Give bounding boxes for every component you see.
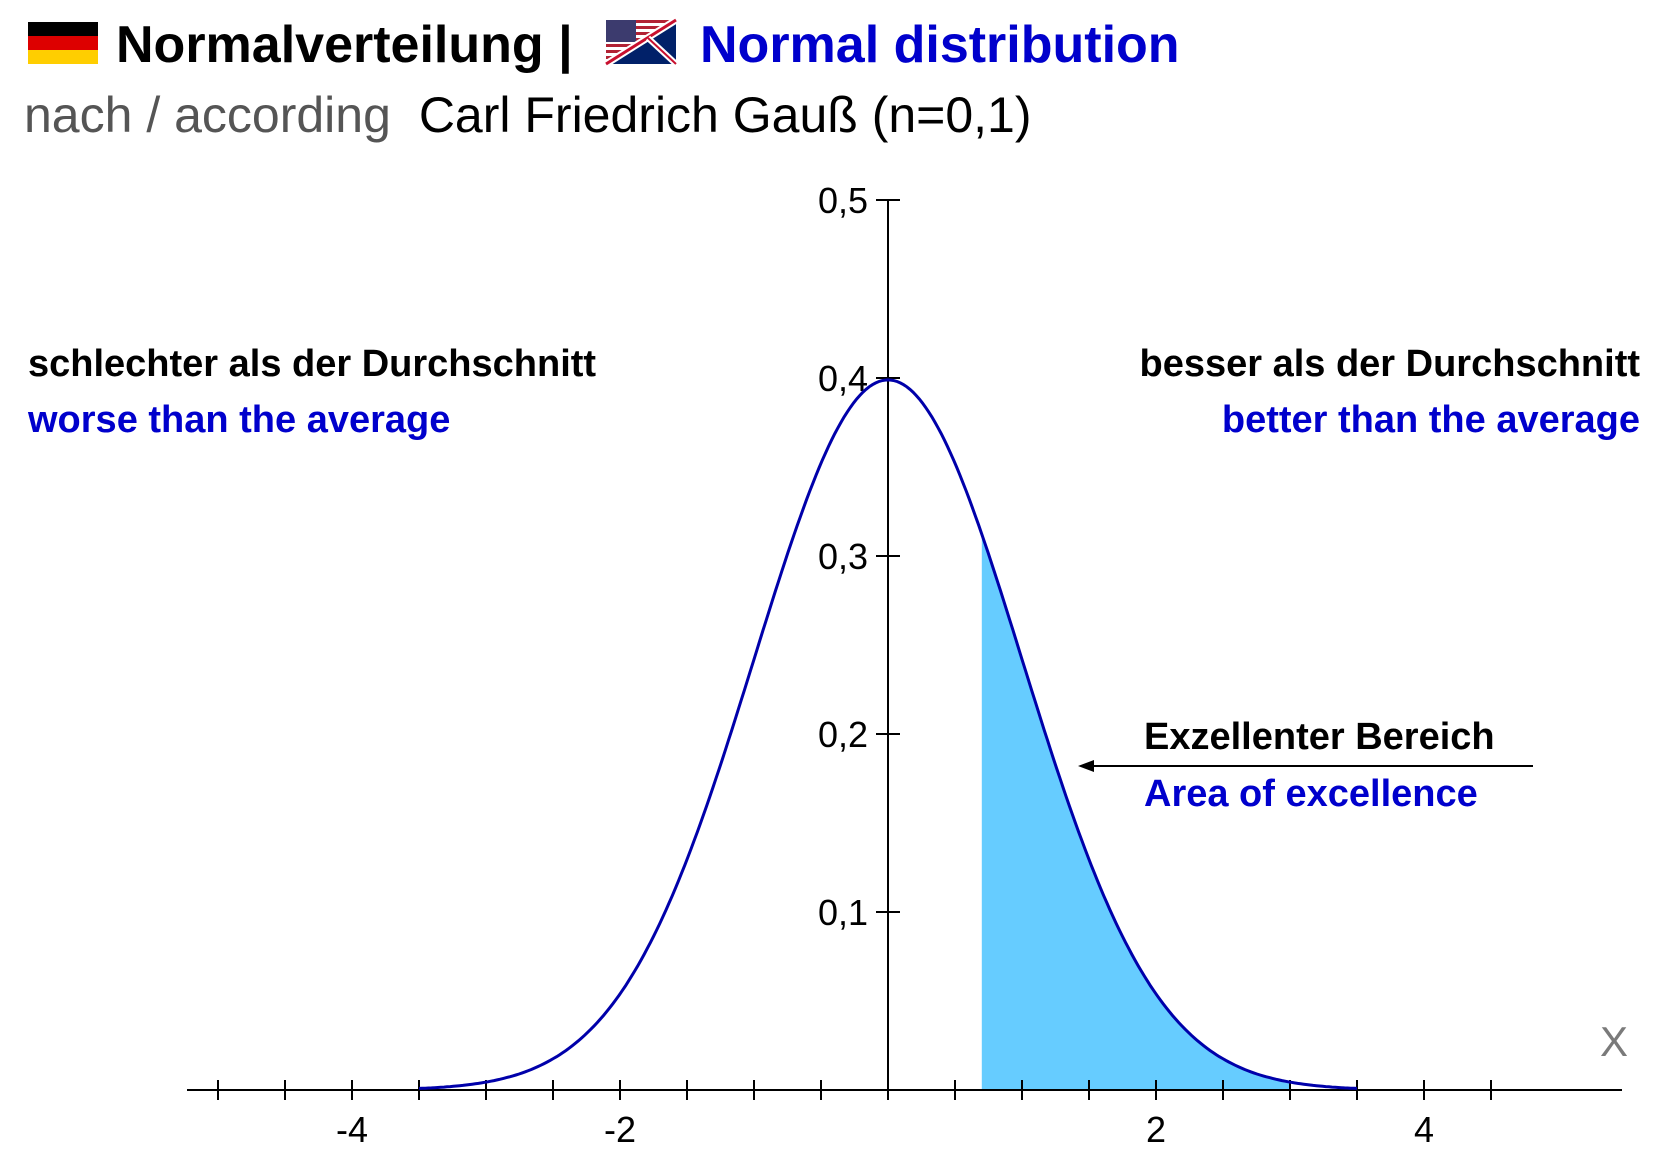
excellence-label-english: Area of excellence [1144, 773, 1478, 815]
title-german: Normalverteilung | [116, 16, 573, 74]
title-english: Normal distribution [700, 16, 1180, 74]
x-tick-label: 2 [1146, 1109, 1166, 1150]
y-tick-label: 0,3 [818, 536, 868, 577]
y-tick-label: 0,1 [818, 892, 868, 933]
right-label-english: better than the average [1222, 399, 1640, 441]
y-tick-label: 0,4 [818, 358, 868, 399]
left-label-german: schlechter als der Durchschnitt [28, 343, 596, 385]
excellence-area [981, 534, 1290, 1090]
right-label-german: besser als der Durchschnitt [1139, 343, 1640, 385]
x-tick-label: -2 [604, 1109, 636, 1150]
uk-us-flag-icon [604, 17, 679, 67]
y-tick-label: 0,2 [818, 714, 868, 755]
excellence-label-german: Exzellenter Bereich [1144, 716, 1495, 758]
x-tick-group: -4 -2 2 4 [217, 1080, 1492, 1150]
normal-curve [418, 378, 1358, 1090]
x-tick-label: 4 [1414, 1109, 1434, 1150]
left-label-english: worse than the average [27, 399, 450, 441]
subtitle-main: Carl Friedrich Gauß (n=0,1) [419, 87, 1032, 143]
subtitle: nach / according Carl Friedrich Gauß (n=… [24, 87, 1032, 143]
x-axis-label: X [1600, 1018, 1628, 1065]
y-tick-group: 0,1 0,2 0,3 0,4 0,5 [818, 180, 900, 933]
german-flag-icon [28, 22, 98, 64]
y-tick-label: 0,5 [818, 180, 868, 221]
x-tick-label: -4 [336, 1109, 368, 1150]
arrow-head-icon [1078, 760, 1094, 772]
subtitle-prefix: nach / according [24, 87, 391, 143]
